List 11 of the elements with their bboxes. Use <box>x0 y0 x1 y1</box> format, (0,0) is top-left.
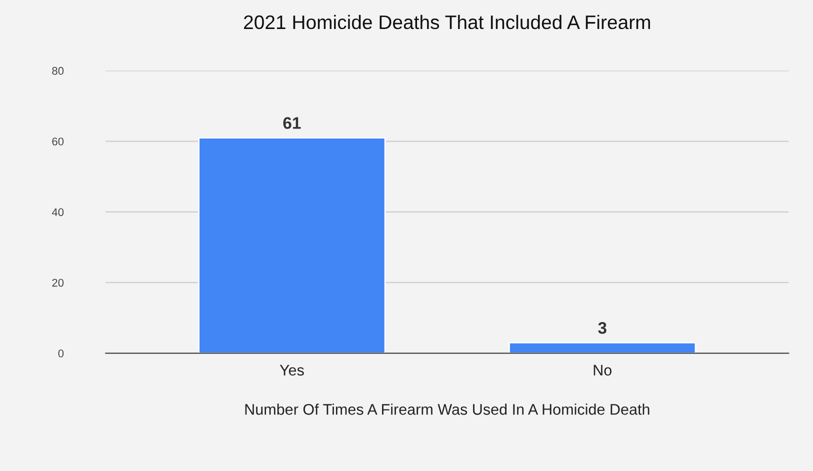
x-axis-title: Number Of Times A Firearm Was Used In A Homicide Death <box>245 404 650 415</box>
y-tick-label: 0 <box>58 350 64 358</box>
data-label: 61 <box>283 117 301 129</box>
x-tick-label: No <box>594 364 612 376</box>
chart-title: 2021 Homicide Deaths That Included A Firearm <box>244 14 650 30</box>
x-tick-label: Yes <box>280 364 304 376</box>
y-tick-label: 20 <box>52 278 64 287</box>
y-tick-label: 60 <box>52 138 64 146</box>
y-tick-label: 80 <box>52 66 64 75</box>
data-label: 3 <box>598 322 606 334</box>
y-tick-label: 40 <box>52 208 64 216</box>
